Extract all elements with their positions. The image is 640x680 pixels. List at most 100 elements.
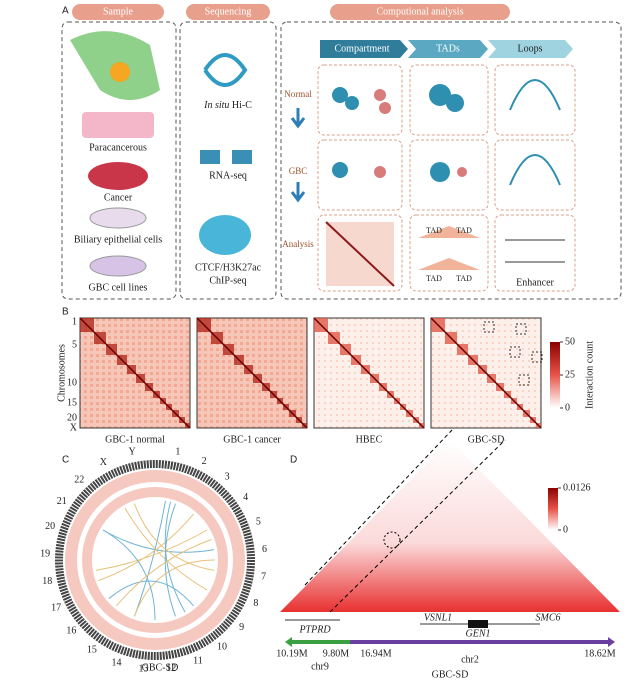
chromosome-label: X [100,457,108,468]
row-label: GBC [289,166,308,176]
sample-label: Biliary epithelial cells [74,234,162,245]
chromosome-label: 5 [256,517,261,528]
tab: Compartment [335,43,390,54]
colorbar-tick-label: 0 [565,402,570,413]
chromosome-label: 2 [202,456,207,467]
chord [124,507,208,591]
sample-label: GBC-SD [432,669,469,680]
contact-triangle [280,440,620,612]
chord [108,580,194,607]
chromosome-label: 8 [253,598,258,609]
colorbar-tick-label: 0.0126 [563,482,591,493]
sample-label: GBC cell lines [89,282,148,293]
panel-label: D [290,455,297,466]
chromosome-label: 15 [87,644,97,655]
colorbar-tick-label: 0 [563,524,568,535]
row-label: Normal [284,89,312,99]
boundary-lines [304,429,506,613]
chromosome-label: 6 [262,544,267,555]
chromosome-label: 18 [42,576,52,587]
chromosome-label: 4 [243,492,248,503]
chrom-label: chr2 [461,654,479,665]
coord-label: 9.80M [323,648,350,659]
chromosome-label: 7 [261,572,266,583]
tab: TADs [436,43,460,54]
header: Sample [103,6,134,17]
panel-labels: A B C D [62,6,297,466]
coord-label: 16.94M [360,648,392,659]
pink-ring [65,470,245,650]
tab-arrows [320,40,573,58]
pink-ring [82,487,228,633]
tracks [285,619,615,647]
chromosome-tick: X [70,422,78,433]
chromosome-label: 22 [74,475,84,486]
y-axis-label: Chromosomes [56,344,67,402]
map-label: GBC-1 cancer [223,434,281,445]
tad-label: TAD [426,274,442,283]
panel-label: A [62,6,69,17]
chromosome-label: Y [129,447,136,458]
gene-label: VSNL1 [424,612,452,623]
seq-label-rest: Hi-C [229,100,252,111]
chromosome-label: 16 [66,626,76,637]
sub-boxes [317,64,576,292]
tad-label: TAD [456,226,472,235]
chromosome-tick: 15 [67,397,77,408]
heatmap-diagonals [79,317,542,429]
gene-label: PTPRD [298,624,331,635]
highlight-boxes [483,321,543,386]
chromosome-label: 3 [225,471,230,482]
outer-ring [55,460,255,660]
map-label: GBC-SD [468,434,505,445]
illustrations [70,31,565,287]
heatmaps [79,317,542,429]
enhancer-label: Enhancer [516,277,554,288]
chord [116,539,212,607]
chromosome-label: 11 [193,656,203,667]
chromosome-label: 1 [175,447,180,458]
chromosome-label: 9 [239,622,244,633]
chord [164,501,186,613]
chord [95,529,208,571]
chromosome-label: 17 [51,603,61,614]
chromosome-label: 20 [45,521,55,532]
panel-a-frames [61,21,622,300]
map-label: GBC-1 normal [105,434,165,445]
chord [102,529,215,553]
colorbar [550,342,560,408]
chord [134,500,166,617]
seq-label-italic: In situ [203,100,229,111]
colorbar-label: Interaction count [584,341,595,409]
seq-label: CTCF/H3K27ac [195,262,262,273]
chromosome-tick: 1 [72,316,77,327]
sample-label: Cancer [104,192,133,203]
header: Computional analysis [377,6,464,17]
chromosome-label: 13 [139,664,149,675]
tad-label: TAD [456,274,472,283]
chromosome-label: 21 [57,496,67,507]
gene-label: SMC6 [536,612,561,623]
sample-label: Paracancerous [89,142,147,153]
loop-circle [383,531,401,549]
panel-a-text: Sample Sequencing Computional analysis P… [74,6,555,293]
gene-label: GEN1 [466,628,491,639]
panel-label: B [62,307,69,318]
diagonal [430,317,542,429]
diagonal [196,317,308,429]
header-pills [72,4,510,20]
sample-label: GBC-SD [142,662,179,673]
chord [164,503,176,617]
colorbar-tick-label: 50 [565,336,575,347]
colorbar-d [548,488,558,530]
chromosome-tick: 10 [67,377,77,388]
panel-b-text: Chromosomes GBC-1 normal GBC-1 cancer HB… [56,341,595,446]
chord [98,513,194,581]
header: Sequencing [205,6,252,17]
seq-label: ChIP-seq [209,275,246,286]
colorbar-tick-label: 25 [565,369,575,380]
chromosome-label: 19 [40,549,50,560]
